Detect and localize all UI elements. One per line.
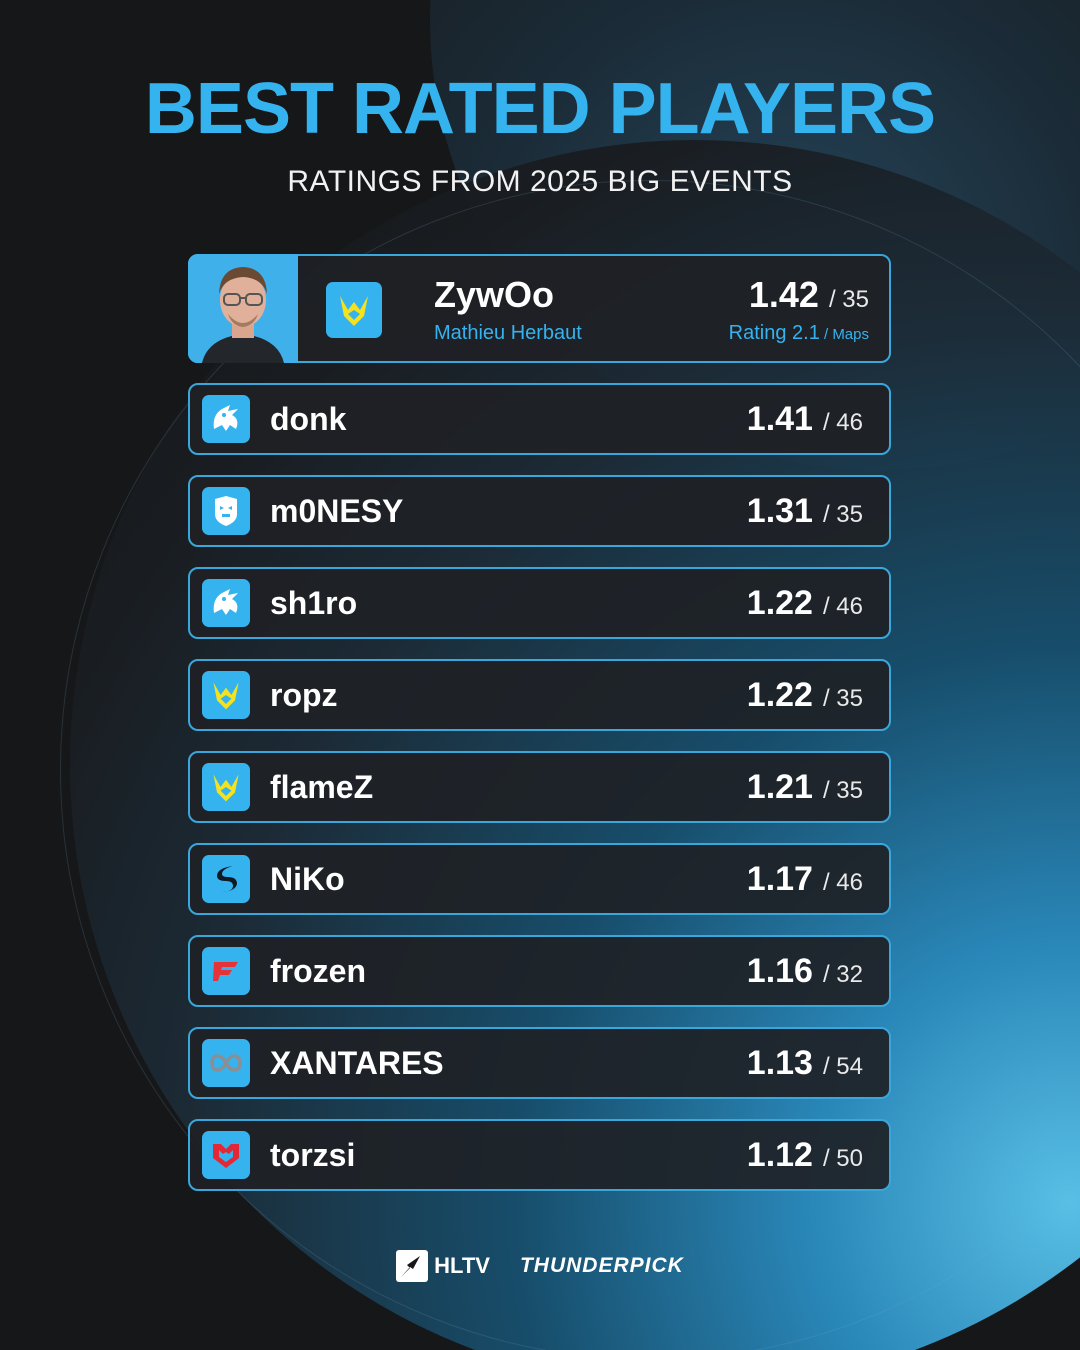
player-maps: / 46 bbox=[822, 592, 863, 620]
page-subtitle: RATINGS FROM 2025 BIG EVENTS bbox=[287, 165, 793, 198]
top-player-names: ZywOo Mathieu Herbaut bbox=[434, 274, 582, 345]
player-photo bbox=[188, 254, 298, 363]
player-stats: 1.12 / 50 bbox=[747, 1136, 863, 1175]
aurora-icon bbox=[202, 1039, 250, 1087]
mouz-icon bbox=[202, 1131, 250, 1179]
player-row[interactable]: ropz 1.22 / 35 bbox=[188, 659, 891, 731]
player-stats: 1.17 / 46 bbox=[747, 860, 863, 899]
player-row[interactable]: torzsi 1.12 / 50 bbox=[188, 1119, 891, 1191]
player-rating: 1.17 bbox=[746, 859, 813, 898]
player-rating: 1.22 bbox=[746, 583, 813, 622]
player-rating: 1.22 bbox=[746, 675, 813, 714]
player-rating: 1.21 bbox=[746, 767, 813, 806]
player-nick: XANTARES bbox=[270, 1044, 444, 1081]
vitality-icon bbox=[326, 282, 382, 338]
player-maps: / 35 bbox=[828, 286, 869, 313]
player-stats: 1.22 / 46 bbox=[747, 584, 863, 623]
footer-brands: HLTV THUNDERPICK bbox=[0, 1250, 1080, 1282]
hltv-logo[interactable]: HLTV bbox=[396, 1250, 490, 1282]
vitality-icon bbox=[202, 763, 250, 811]
player-maps: / 46 bbox=[822, 408, 863, 436]
player-nick: sh1ro bbox=[270, 584, 358, 621]
vitality-icon bbox=[202, 671, 250, 719]
rating-caption-sub: / Maps bbox=[819, 326, 869, 343]
player-row[interactable]: donk 1.41 / 46 bbox=[188, 383, 891, 455]
player-row[interactable]: sh1ro 1.22 / 46 bbox=[188, 567, 891, 639]
player-maps: / 50 bbox=[822, 1144, 863, 1172]
thunderpick-logo[interactable]: THUNDERPICK bbox=[519, 1254, 684, 1277]
player-stats: 1.13 / 54 bbox=[747, 1044, 863, 1083]
player-portrait-icon bbox=[188, 254, 298, 363]
player-maps: / 35 bbox=[822, 776, 863, 804]
player-stats: 1.16 / 32 bbox=[747, 952, 863, 991]
player-nick: NiKo bbox=[270, 860, 345, 897]
player-maps: / 32 bbox=[822, 960, 863, 988]
player-nick: m0NESY bbox=[270, 492, 404, 529]
player-rating: 1.42 bbox=[748, 274, 819, 315]
rating-caption-main: Rating 2.1 bbox=[728, 322, 820, 344]
player-row[interactable]: NiKo 1.17 / 46 bbox=[188, 843, 891, 915]
hltv-icon bbox=[396, 1250, 429, 1282]
player-row[interactable]: flameZ 1.21 / 35 bbox=[188, 751, 891, 823]
rating-caption: Rating 2.1 / Maps bbox=[729, 322, 869, 345]
player-maps: / 46 bbox=[822, 868, 863, 896]
hltv-label: HLTV bbox=[434, 1253, 490, 1278]
player-maps: / 35 bbox=[822, 684, 863, 712]
player-nick: ropz bbox=[270, 676, 338, 713]
player-maps: / 35 bbox=[822, 500, 863, 528]
player-rating: 1.12 bbox=[746, 1135, 813, 1174]
player-row[interactable]: m0NESY 1.31 / 35 bbox=[188, 475, 891, 547]
top-player-stats: 1.42 / 35 Rating 2.1 / Maps bbox=[729, 274, 869, 345]
player-stats: 1.22 / 35 bbox=[747, 676, 863, 715]
page-title: BEST RATED PLAYERS bbox=[144, 69, 936, 149]
player-nick: flameZ bbox=[270, 768, 374, 805]
player-row[interactable]: frozen 1.16 / 32 bbox=[188, 935, 891, 1007]
player-rating: 1.41 bbox=[746, 399, 813, 438]
player-stats: 1.41 / 46 bbox=[747, 400, 863, 439]
player-stats: 1.31 / 35 bbox=[747, 492, 863, 531]
player-row[interactable]: XANTARES 1.13 / 54 bbox=[188, 1027, 891, 1099]
player-rating: 1.31 bbox=[746, 491, 813, 530]
player-nick: torzsi bbox=[270, 1136, 356, 1173]
g2-icon bbox=[202, 487, 250, 535]
top-player-card[interactable]: ZywOo Mathieu Herbaut 1.42 / 35 Rating 2… bbox=[188, 254, 891, 363]
player-nick: donk bbox=[270, 400, 347, 437]
player-rating: 1.13 bbox=[746, 1043, 813, 1082]
player-stats: 1.21 / 35 bbox=[747, 768, 863, 807]
player-real-name: Mathieu Herbaut bbox=[434, 322, 582, 344]
player-ranking-list: ZywOo Mathieu Herbaut 1.42 / 35 Rating 2… bbox=[188, 254, 891, 1211]
player-nick: ZywOo bbox=[434, 274, 555, 315]
spirit-icon bbox=[202, 395, 250, 443]
player-rating: 1.16 bbox=[746, 951, 813, 990]
faze-icon bbox=[202, 947, 250, 995]
falcons-icon bbox=[202, 855, 250, 903]
player-maps: / 54 bbox=[822, 1052, 863, 1080]
player-nick: frozen bbox=[270, 952, 366, 989]
spirit-icon bbox=[202, 579, 250, 627]
